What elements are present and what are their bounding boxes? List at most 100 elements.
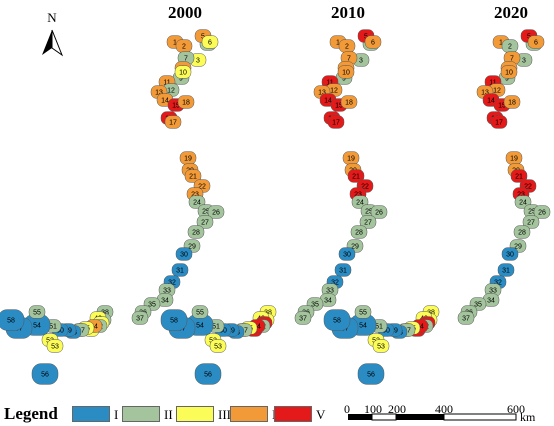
region-label: 27 [364,220,372,227]
region-30 [175,247,193,261]
region-label: 29 [188,244,196,251]
region-37 [131,311,149,325]
region-label: 31 [339,268,347,275]
region-label: 13 [155,90,163,97]
legend-label-v: V [316,407,326,422]
region-label: 1 [499,40,503,47]
region-30 [338,247,356,261]
region-label: 51 [375,324,383,331]
scale-tick-600: 600 [507,402,525,416]
region-56 [194,363,222,385]
region-label: 58 [7,318,15,325]
region-label: 28 [355,230,363,237]
region-53 [46,339,64,353]
region-31 [334,263,352,277]
region-label: 54 [33,323,41,330]
north-arrow [42,29,64,57]
region-label: 53 [377,344,385,351]
region-label: 23 [191,192,199,199]
region-27 [522,215,540,229]
legend-swatch-ii [122,406,160,422]
region-label: 17 [332,120,340,127]
region-label: 54 [196,323,204,330]
region-label: 10 [505,70,513,77]
region-label: 7 [510,56,514,63]
region-label: 22 [361,184,369,191]
region-label: 50 [56,328,64,335]
legend-swatch-v [274,406,312,422]
map-panel-2020: 1234567891011121314151617181920212223242… [323,29,551,385]
region-label: 32 [494,280,502,287]
region-21 [510,169,528,183]
region-label: 31 [176,268,184,275]
region-53 [209,339,227,353]
region-label: 18 [508,100,516,107]
region-label: 14 [324,98,332,105]
region-label: 29 [351,244,359,251]
legend-swatch-i [72,406,110,422]
region-label: 17 [495,120,503,127]
region-label: 23 [354,192,362,199]
region-label: 56 [41,372,49,379]
region-55 [191,305,209,319]
region-label: 11 [489,80,496,87]
region-label: 50 [219,328,227,335]
region-18 [503,95,521,109]
region-label: 3 [522,58,526,65]
region-label: 37 [136,316,144,323]
region-label: 10 [342,70,350,77]
region-label: 22 [524,184,532,191]
region-label: 27 [527,220,535,227]
region-label: 30 [180,252,188,259]
region-label: 5 [527,34,531,41]
scale-tick-400: 400 [435,402,453,416]
region-58 [323,309,351,331]
region-label: 12 [330,88,338,95]
legend-item-ii: II [122,406,192,424]
legend-item-iii: III [176,406,246,424]
region-56 [357,363,385,385]
region-28 [513,225,531,239]
region-18 [340,95,358,109]
region-label: 26 [212,210,220,217]
region-label: 34 [324,298,332,305]
scale-tick-200: 200 [388,402,406,416]
region-label: 15 [335,103,343,110]
region-label: 17 [169,120,177,127]
region-label: 18 [345,100,353,107]
region-26 [207,205,225,219]
region-21 [347,169,365,183]
region-label: 30 [343,252,351,259]
scale-tick-100: 100 [364,402,382,416]
legend-item-v: V [274,406,344,424]
panel-year-2020: 2020 [494,3,528,22]
region-17 [327,115,345,129]
region-label: 23 [517,192,525,199]
region-label: 1 [336,40,340,47]
region-17 [164,115,182,129]
region-label: 18 [182,100,190,107]
region-label: 15 [172,103,180,110]
region-label: 55 [196,310,204,317]
region-label: 28 [518,230,526,237]
region-label: 22 [198,184,206,191]
region-label: 3 [196,58,200,65]
region-label: 2 [508,44,512,51]
legend-item-i: I [72,406,142,424]
region-label: 35 [148,302,156,309]
region-17 [490,115,508,129]
region-58 [160,309,188,331]
region-label: 3 [359,58,363,65]
region-label: 50 [382,328,390,335]
region-27 [196,215,214,229]
legend-title: Legend [4,404,58,423]
region-label: 53 [51,344,59,351]
region-55 [28,305,46,319]
region-26 [533,205,551,219]
region-10 [174,65,192,79]
region-label: 5 [364,34,368,41]
region-6 [364,35,382,49]
region-label: 37 [462,316,470,323]
region-26 [370,205,388,219]
